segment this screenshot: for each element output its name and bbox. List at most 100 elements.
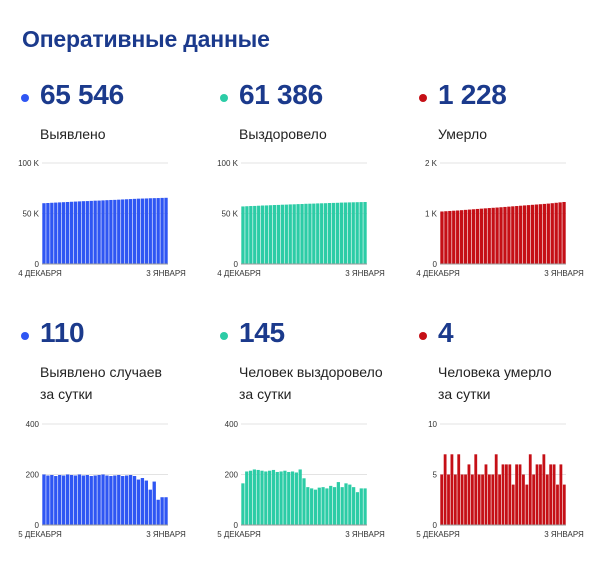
bar [545,474,549,525]
bar [275,471,279,525]
card-deaths-total: 1 228 Умерло 0 1 K 2 K 4 ДЕКАБРЯ 3 ЯНВАРЯ [416,79,600,339]
bar [113,199,117,264]
y-tick-label: 400 [225,420,239,429]
x-end-label: 3 ЯНВАРЯ [544,269,584,278]
bar [498,474,501,525]
bar [109,476,113,525]
bar [42,474,46,525]
bar [283,470,287,525]
bar [363,202,367,264]
bar [132,476,137,525]
bar [152,198,156,264]
bar [97,475,101,525]
bar [440,211,444,264]
card-deaths-daily: 4 Человека умерло за сутки 0 5 10 5 ДЕКАБРЯ… [416,317,600,577]
bar [542,203,547,264]
x-start-label: 4 ДЕКАБРЯ [18,269,62,278]
bar [327,203,332,264]
bar [363,488,367,525]
bar [101,200,105,264]
bar [292,204,296,264]
bar [260,470,264,525]
bar [487,474,491,525]
y-tick-label: 10 [428,420,437,429]
bar [300,204,304,264]
bar [508,464,512,525]
bar [312,203,316,264]
bar [325,488,329,525]
bar [164,197,168,264]
y-tick-label: 0 [234,521,239,530]
bar [481,474,484,525]
x-end-label: 3 ЯНВАРЯ [544,530,584,539]
y-tick-label: 50 K [222,210,239,219]
x-start-label: 5 ДЕКАБРЯ [416,530,460,539]
y-tick-label: 2 K [425,159,438,168]
bar [479,208,484,264]
bar [271,469,276,525]
bar [556,484,559,525]
detected-total-value: 65 546 [40,79,124,110]
bar [519,205,523,264]
bar [97,200,101,264]
bar [50,202,54,264]
bar [550,203,554,264]
bar [351,202,355,264]
bar [65,474,70,525]
bar [260,205,265,264]
bar [144,480,149,525]
bar [467,209,472,264]
bar [164,497,168,525]
y-tick-label: 100 K [18,159,40,168]
bar [448,210,452,264]
bar [290,471,295,525]
bar [355,202,359,264]
bar [296,204,300,264]
bar [128,199,133,264]
bar [542,454,546,525]
bar [61,202,66,264]
bar [152,481,156,525]
bar [148,489,152,525]
bar [160,197,164,264]
detected-daily-chart: 0 200 400 5 ДЕКАБРЯ 3 ЯНВАРЯ [18,420,186,539]
bar [136,198,141,264]
bar [249,206,253,264]
bar [317,487,321,525]
y-tick-label: 200 [225,471,239,480]
bar [522,205,527,264]
bar [511,206,515,264]
bar [77,201,82,264]
bar [73,201,78,264]
bar [491,207,495,264]
bar [483,208,487,264]
bar [499,207,503,264]
bar [347,202,351,264]
deaths-total-label: Умерло [438,126,488,142]
bar [323,203,328,264]
bar [105,475,109,525]
bar [440,474,444,525]
bar [475,208,480,264]
bar [308,203,312,264]
bar [450,454,454,525]
bar [61,475,66,525]
bar [288,204,292,264]
bar [77,474,82,525]
bar [471,209,476,264]
bar [562,484,566,525]
x-start-label: 5 ДЕКАБРЯ [217,530,261,539]
bar [148,198,152,264]
bar [554,202,558,264]
bar [549,464,553,525]
bar [452,210,456,264]
bar [355,492,360,525]
bar [85,201,89,264]
bar [558,202,562,264]
bar [252,469,256,525]
bar [464,474,467,525]
bar [522,474,525,525]
dot-icon [220,332,228,340]
bar [65,201,70,264]
bar [340,487,344,526]
